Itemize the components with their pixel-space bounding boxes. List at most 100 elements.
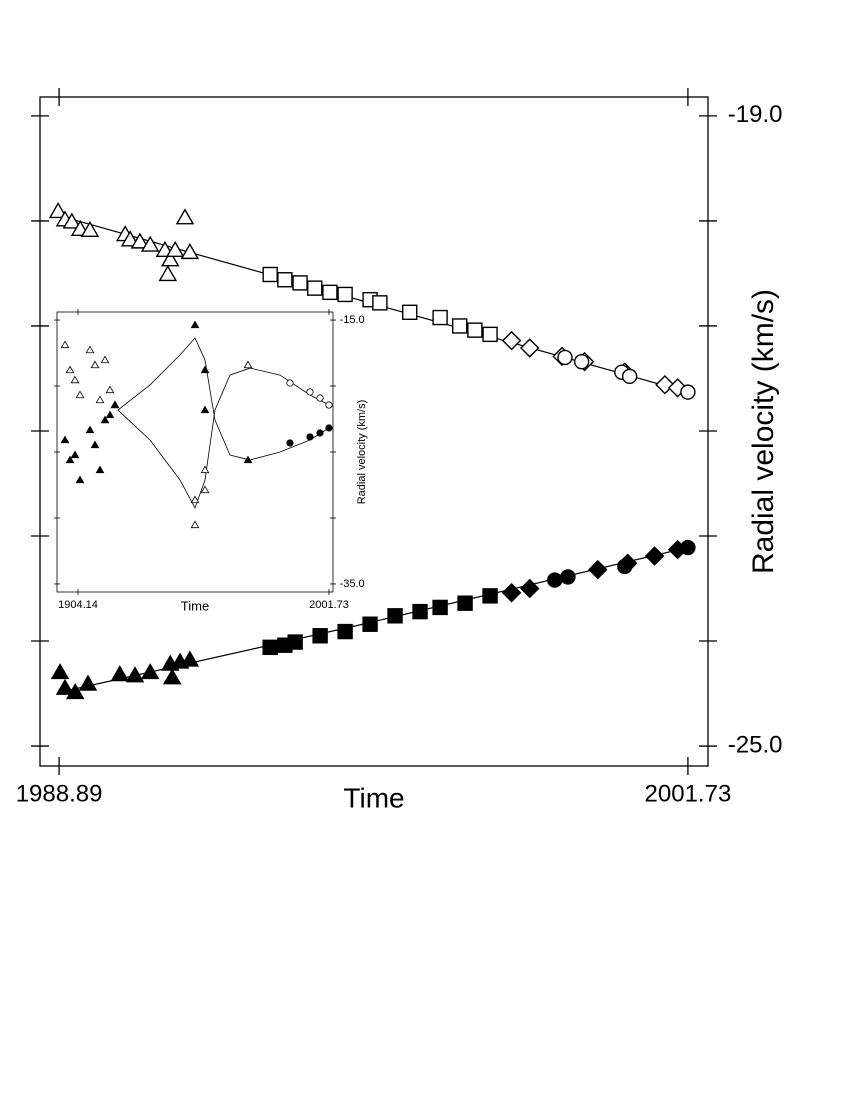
point — [432, 599, 448, 616]
point — [175, 208, 195, 225]
point — [100, 415, 110, 424]
inset-background — [57, 312, 333, 592]
point — [680, 384, 696, 400]
point — [325, 401, 333, 409]
point — [457, 595, 473, 611]
point — [467, 322, 483, 338]
point — [680, 539, 696, 556]
point — [190, 520, 200, 529]
point — [70, 450, 80, 459]
point — [70, 375, 80, 384]
x-axis-label: Time — [181, 598, 209, 613]
y-tick-label: -19.0 — [728, 101, 783, 128]
point — [372, 295, 388, 311]
point — [547, 572, 563, 588]
point — [60, 340, 70, 349]
point — [95, 465, 105, 474]
x-tick-label: 1904.14 — [58, 599, 98, 611]
point — [286, 379, 294, 387]
point — [110, 400, 120, 409]
point — [190, 320, 200, 329]
point — [62, 212, 82, 229]
point — [180, 242, 200, 260]
point — [322, 284, 338, 301]
point — [362, 616, 378, 632]
point — [200, 365, 210, 374]
point — [621, 368, 638, 385]
point — [190, 495, 200, 504]
point — [287, 634, 303, 650]
point — [312, 628, 328, 644]
point — [501, 330, 522, 351]
x-axis-label: Time — [343, 782, 404, 813]
point — [162, 668, 182, 685]
point — [286, 439, 294, 447]
point — [292, 275, 308, 291]
y-axis-label: Radial velocity (km/s) — [356, 400, 368, 505]
point — [501, 582, 522, 603]
point — [140, 663, 160, 680]
point — [277, 272, 293, 288]
point — [412, 603, 428, 620]
point — [90, 360, 100, 369]
point — [573, 353, 590, 370]
point — [105, 410, 115, 419]
x-tick-label: 2001.73 — [645, 780, 732, 807]
point — [165, 240, 185, 257]
point — [519, 338, 540, 358]
inset-chart: 1904.14 2001.73 -15.0 -35.0 Time Radial veloc… — [54, 309, 368, 613]
point — [60, 435, 70, 444]
point — [90, 440, 100, 449]
y-tick-label: -35.0 — [340, 578, 365, 590]
point — [158, 265, 178, 282]
point — [85, 425, 95, 434]
point — [306, 388, 314, 396]
point — [307, 280, 323, 296]
point — [120, 230, 140, 247]
point — [452, 318, 468, 334]
point — [55, 678, 75, 695]
point — [557, 349, 573, 366]
point — [50, 663, 70, 680]
point — [432, 309, 448, 326]
point — [243, 360, 253, 369]
point — [161, 250, 180, 267]
x-tick-label: 2001.73 — [309, 599, 349, 611]
point — [140, 235, 160, 252]
point — [110, 665, 130, 682]
y-tick-label: -15.0 — [340, 314, 365, 326]
point — [316, 394, 324, 402]
point — [337, 286, 353, 303]
point — [262, 266, 278, 283]
fit-curve — [58, 546, 689, 694]
point — [100, 355, 110, 364]
point — [66, 683, 85, 700]
point — [402, 304, 418, 320]
point — [130, 232, 150, 249]
y-tick-label: -25.0 — [728, 731, 783, 758]
point — [125, 666, 145, 683]
point — [75, 475, 85, 484]
main-chart: 1988.89 2001.73 -19.0 -25.0 Time Radial veloc… — [16, 88, 783, 813]
point — [180, 650, 200, 667]
point — [560, 569, 576, 585]
point — [200, 465, 210, 474]
y-axis-label: Radial velocity (km/s) — [747, 289, 780, 574]
point — [337, 623, 353, 640]
point — [644, 546, 665, 566]
point — [48, 202, 68, 219]
point — [75, 390, 85, 399]
point — [85, 345, 95, 354]
x-tick-label: 1988.89 — [16, 780, 103, 807]
point — [105, 385, 115, 394]
point — [200, 405, 210, 414]
point — [482, 326, 498, 343]
point — [519, 578, 540, 599]
point — [65, 365, 75, 374]
point — [306, 433, 314, 441]
point — [316, 429, 324, 437]
point — [243, 455, 253, 464]
point — [95, 395, 105, 404]
point — [80, 220, 100, 238]
